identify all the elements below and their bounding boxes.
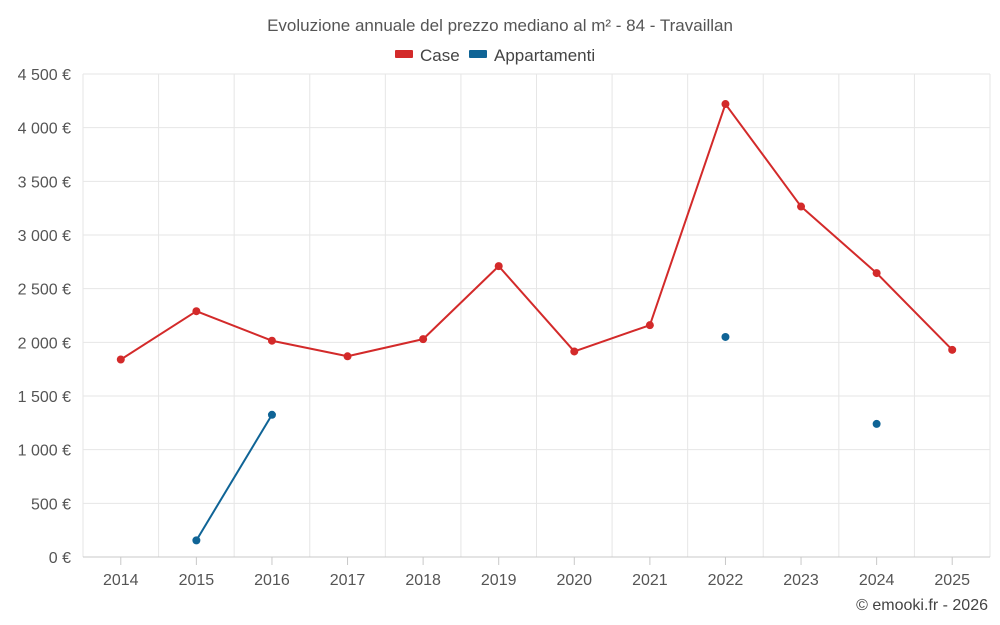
y-tick-label: 4 000 € xyxy=(18,121,71,138)
x-tick-label: 2025 xyxy=(934,572,970,589)
data-point-case[interactable] xyxy=(721,100,730,109)
x-tick-label: 2015 xyxy=(179,572,215,589)
y-tick-label: 2 000 € xyxy=(18,335,71,352)
legend-swatch-appartamenti xyxy=(469,50,487,58)
x-tick-label: 2022 xyxy=(708,572,744,589)
data-point-case[interactable] xyxy=(267,336,276,345)
x-tick-label: 2023 xyxy=(783,572,819,589)
y-tick-label: 500 € xyxy=(31,496,71,513)
x-tick-label: 2016 xyxy=(254,572,290,589)
grid xyxy=(82,73,991,557)
y-tick-label: 3 000 € xyxy=(18,228,71,245)
data-point-case[interactable] xyxy=(570,347,579,356)
y-tick-label: 0 € xyxy=(49,550,71,567)
x-tick-label: 2018 xyxy=(405,572,441,589)
y-tick-label: 1 000 € xyxy=(18,443,71,460)
legend: Case Appartamenti xyxy=(395,46,595,65)
data-point-appartamenti[interactable] xyxy=(192,536,201,545)
data-point-case[interactable] xyxy=(192,307,201,316)
y-tick-label: 4 500 € xyxy=(18,67,71,84)
data-point-case[interactable] xyxy=(116,355,125,364)
series-line-appartamenti xyxy=(195,414,273,541)
data-point-case[interactable] xyxy=(797,202,806,211)
data-point-case[interactable] xyxy=(872,269,881,278)
x-tick-label: 2024 xyxy=(859,572,895,589)
x-tick-label: 2014 xyxy=(103,572,139,589)
legend-label-case[interactable]: Case xyxy=(420,46,460,65)
axes: 0 € 500 € 1 000 € 1 500 € 2 000 € 2 500 € 3 00… xyxy=(18,67,990,589)
credit: © emooki.fr - 2026 xyxy=(856,597,988,614)
x-tick-label: 2021 xyxy=(632,572,668,589)
x-tick-label: 2020 xyxy=(556,572,592,589)
data-point-case[interactable] xyxy=(343,352,352,361)
data-point-case[interactable] xyxy=(494,262,503,271)
data-point-case[interactable] xyxy=(645,321,654,330)
series xyxy=(116,100,957,545)
data-point-appartamenti[interactable] xyxy=(721,332,730,341)
legend-swatch-case xyxy=(395,50,413,58)
data-point-appartamenti[interactable] xyxy=(267,410,276,419)
y-tick-label: 2 500 € xyxy=(18,282,71,299)
data-point-case[interactable] xyxy=(419,335,428,344)
data-point-case[interactable] xyxy=(948,345,957,354)
x-tick-label: 2019 xyxy=(481,572,517,589)
y-tick-label: 3 500 € xyxy=(18,174,71,191)
legend-label-appartamenti[interactable]: Appartamenti xyxy=(494,46,595,65)
x-tick-label: 2017 xyxy=(330,572,366,589)
series-line-case xyxy=(120,103,953,361)
chart-title: Evoluzione annuale del prezzo mediano al… xyxy=(267,16,733,35)
data-point-appartamenti[interactable] xyxy=(872,419,881,428)
y-tick-label: 1 500 € xyxy=(18,389,71,406)
